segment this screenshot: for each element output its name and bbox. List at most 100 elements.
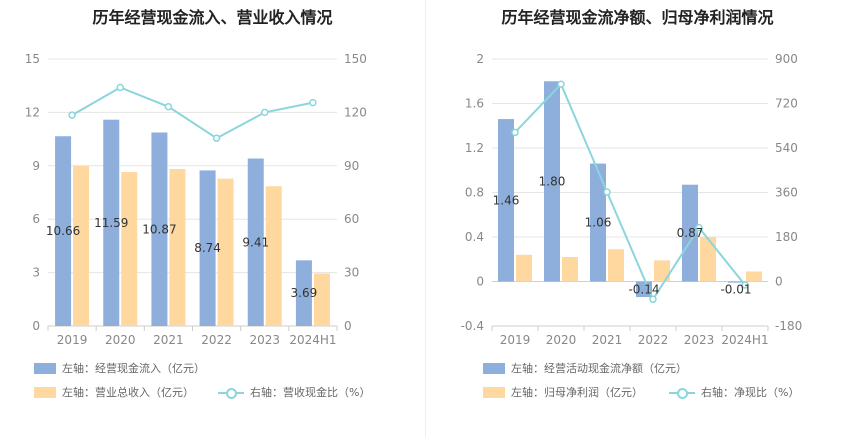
x-tick-label: 2019 [57, 333, 88, 347]
data-label: 11.59 [94, 216, 128, 230]
panel-divider [425, 0, 426, 437]
legend-swatch [483, 362, 505, 374]
x-tick-label: 2022 [201, 333, 232, 347]
y-right-tick-label: 60 [344, 212, 359, 226]
bar [313, 273, 330, 326]
y-left-tick-label: 1.2 [465, 141, 484, 155]
data-label: 0.87 [677, 226, 704, 240]
legend-label: 左轴：归母净利润（亿元） [511, 386, 643, 399]
y-left-tick-label: 0.8 [465, 186, 484, 200]
line-point [741, 281, 749, 289]
y-right-tick-label: 150 [344, 52, 367, 66]
series-line [71, 86, 314, 140]
line-point [212, 134, 221, 142]
bar [654, 260, 670, 282]
line-point [695, 223, 703, 232]
bar [590, 163, 606, 282]
y-right-tick-label: 120 [344, 105, 367, 119]
bar [516, 254, 532, 282]
y-right-tick-label: 0 [344, 319, 352, 333]
legend-item[interactable]: 左轴：营业总收入（亿元） [34, 384, 194, 400]
series-line [514, 82, 746, 302]
legend-label: 左轴：营业总收入（亿元） [62, 386, 194, 399]
y-right-tick-label: 900 [775, 52, 798, 66]
data-label: 3.69 [291, 286, 318, 300]
bar [73, 165, 90, 326]
legend-swatch [483, 386, 505, 398]
x-tick-label: 2020 [105, 333, 136, 347]
x-tick-label: 2022 [638, 333, 669, 347]
legend-item[interactable]: 右轴：净现比（%） [669, 384, 799, 400]
y-left-tick-label: 9 [32, 159, 40, 173]
legend-label: 左轴：经营活动现金流净额（亿元） [511, 362, 687, 375]
y-right-tick-label: 720 [775, 97, 798, 111]
legend-item[interactable]: 左轴：经营现金流入（亿元） [34, 360, 205, 376]
data-label: 1.06 [585, 216, 612, 230]
x-tick-label: 2023 [249, 333, 280, 347]
data-label: 1.80 [539, 174, 566, 188]
y-left-tick-label: 15 [25, 52, 40, 66]
legend-swatch [34, 362, 56, 374]
x-tick-label: 2021 [592, 333, 623, 347]
line-point [261, 108, 269, 117]
y-left-tick-label: 6 [32, 212, 40, 226]
x-tick-label: 2020 [546, 333, 577, 347]
y-left-tick-label: 1.6 [465, 97, 484, 111]
line-point [511, 128, 519, 137]
y-left-tick-label: 0 [32, 319, 40, 333]
y-right-tick-label: -180 [775, 319, 802, 333]
line-point [68, 111, 76, 119]
bar [217, 178, 234, 326]
bar [55, 136, 72, 326]
bar [700, 237, 716, 282]
line-point [309, 98, 317, 107]
x-tick-label: 2021 [153, 333, 184, 347]
legend-swatch [34, 386, 56, 398]
y-left-tick-label: -0.4 [461, 319, 484, 333]
bar [544, 81, 560, 282]
bar [562, 257, 578, 282]
y-left-tick-label: 3 [32, 266, 40, 280]
legend-swatch [669, 387, 695, 399]
x-tick-label: 2024H1 [721, 333, 768, 347]
legend-item[interactable]: 左轴：经营活动现金流净额（亿元） [483, 360, 687, 376]
y-right-tick-label: 30 [344, 266, 359, 280]
line-point [164, 102, 173, 111]
legend-label: 左轴：经营现金流入（亿元） [62, 362, 205, 375]
legend-right: 左轴：经营活动现金流净额（亿元） 左轴：归母净利润（亿元） 右轴：净现比（%） [425, 0, 850, 437]
legend-item[interactable]: 左轴：归母净利润（亿元） [483, 384, 643, 400]
bar [498, 119, 514, 282]
y-right-tick-label: 0 [775, 275, 783, 289]
x-tick-label: 2023 [684, 333, 715, 347]
bar [295, 260, 312, 326]
legend-label: 右轴：净现比（%） [701, 386, 800, 399]
data-label: 1.46 [493, 193, 520, 207]
data-label: 10.66 [46, 224, 80, 238]
bar [169, 169, 186, 326]
bar [151, 132, 168, 326]
y-right-tick-label: 540 [775, 141, 798, 155]
y-left-tick-label: 2 [476, 52, 484, 66]
legend-label: 右轴：营收现金比（%） [250, 386, 371, 399]
chart-panel-right: 历年经营现金流净额、归母净利润情况 -0.4 0 0.4 0.8 1.2 1.6 2 -180… [425, 0, 850, 437]
line-point [649, 295, 657, 304]
y-right-tick-label: 180 [775, 230, 798, 244]
legend-left: 左轴：经营现金流入（亿元） 左轴：营业总收入（亿元） 右轴：营收现金比（%） [0, 0, 425, 437]
line-point [603, 188, 611, 196]
data-label: 9.41 [242, 235, 269, 249]
y-right-tick-label: 360 [775, 186, 798, 200]
chart-title: 历年经营现金流入、营业收入情况 [92, 8, 333, 27]
y-right-tick-label: 90 [344, 159, 359, 173]
chart-title: 历年经营现金流净额、归母净利润情况 [501, 8, 774, 27]
legend-swatch [218, 387, 244, 399]
chart-svg-right: -0.4 0 0.4 0.8 1.2 1.6 2 -180 0 180 360 540 720 900 20… [461, 52, 803, 347]
bar [746, 271, 762, 282]
bar [265, 186, 282, 326]
legend-item[interactable]: 右轴：营收现金比（%） [218, 384, 370, 400]
y-left-tick-label: 12 [25, 105, 40, 119]
bar [121, 172, 138, 326]
data-label: 8.74 [194, 241, 221, 255]
x-tick-label: 2019 [500, 333, 531, 347]
bar [199, 170, 216, 326]
